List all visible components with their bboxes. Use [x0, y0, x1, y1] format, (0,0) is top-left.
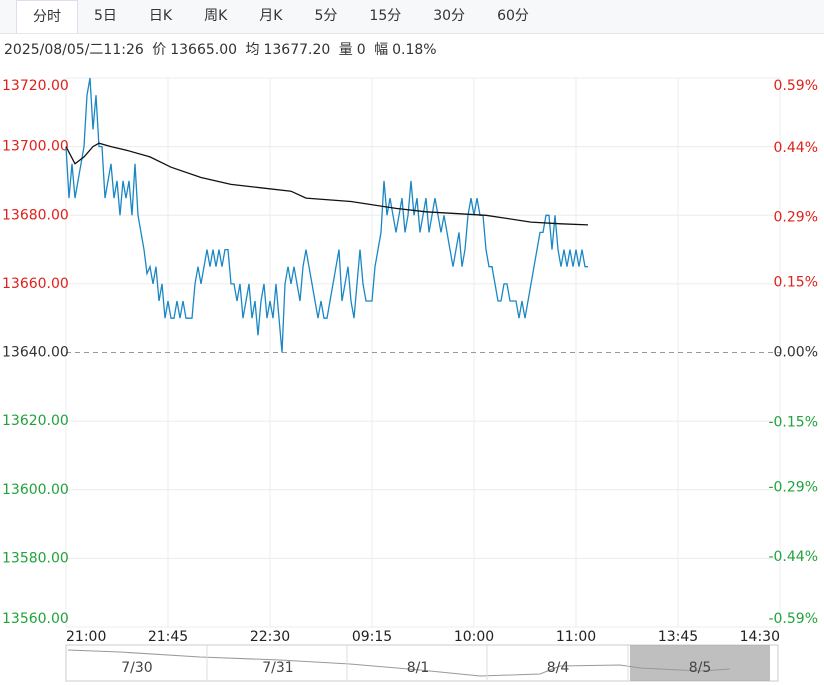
- avg: 13677.20: [263, 42, 331, 58]
- y-tick-label: 13580.00: [2, 550, 69, 566]
- navigator: [65, 644, 779, 682]
- y2-tick-label: -0.15%: [768, 414, 818, 430]
- tab[interactable]: 30分: [433, 8, 466, 24]
- label: 幅: [374, 42, 389, 58]
- navigator-label: 8/1: [407, 660, 430, 676]
- x-tick-label: 14:30: [740, 629, 780, 645]
- navigator-label: 7/30: [121, 660, 152, 676]
- tab[interactable]: 5分: [314, 8, 338, 24]
- y2-tick-label: 0.29%: [774, 210, 818, 226]
- volume: 0: [356, 42, 366, 58]
- label: 均: [245, 42, 260, 58]
- y-tick-label: 13720.00: [2, 78, 69, 94]
- tab[interactable]: 5日: [94, 8, 117, 24]
- y-tick-label: 13640.00: [2, 345, 69, 361]
- tab[interactable]: 月K: [259, 8, 283, 24]
- y2-tick-label: -0.59%: [768, 611, 818, 627]
- series-line: [65, 142, 589, 226]
- navigator-trace: [67, 649, 731, 677]
- y-tick-label: 13620.00: [2, 413, 69, 429]
- x-tick-label: 21:45: [148, 629, 188, 645]
- y2-tick-label: -0.29%: [768, 479, 818, 495]
- price: 13665.00: [170, 42, 238, 58]
- y2-tick-label: -0.44%: [768, 549, 818, 565]
- y2-tick-label: 0.00%: [774, 345, 818, 361]
- navigator-label: 7/31: [262, 660, 293, 676]
- x-tick-label: 13:45: [658, 629, 698, 645]
- x-tick-label: 11:00: [556, 629, 596, 645]
- navigator-label: 8/5: [689, 660, 712, 676]
- label: 量: [338, 42, 353, 58]
- tab[interactable]: 15分: [369, 8, 402, 24]
- label: 价: [152, 42, 167, 58]
- datetime: 2025/08/05/二11:26: [4, 42, 144, 58]
- x-tick-label: 22:30: [250, 629, 290, 645]
- x-tick-label: 10:00: [454, 629, 494, 645]
- y-tick-label: 13680.00: [2, 207, 69, 223]
- tab[interactable]: 日K: [148, 8, 173, 24]
- y-tick-label: 13700.00: [2, 139, 69, 155]
- series-line: [65, 77, 588, 353]
- y-tick-label: 13660.00: [2, 276, 69, 292]
- y-tick-label: 13560.00: [2, 611, 69, 627]
- navigator-selection: [630, 645, 770, 681]
- y2-tick-label: 0.15%: [774, 275, 818, 291]
- y-tick-label: 13600.00: [2, 482, 69, 498]
- y2-tick-label: 0.59%: [774, 78, 818, 94]
- y2-tick-label: 0.44%: [774, 140, 818, 156]
- x-tick-label: 21:00: [66, 629, 106, 645]
- navigator-label: 8/4: [547, 660, 570, 676]
- tab[interactable]: 60分: [497, 8, 529, 24]
- x-tick-label: 09:15: [352, 629, 392, 645]
- tab-bar: 分时 5日 日K 周K 月K 5分 15分 30分 60分: [0, 0, 824, 34]
- tab[interactable]: 周K: [204, 8, 228, 24]
- tab[interactable]: 分时: [16, 0, 78, 33]
- range: 0.18%: [392, 42, 437, 58]
